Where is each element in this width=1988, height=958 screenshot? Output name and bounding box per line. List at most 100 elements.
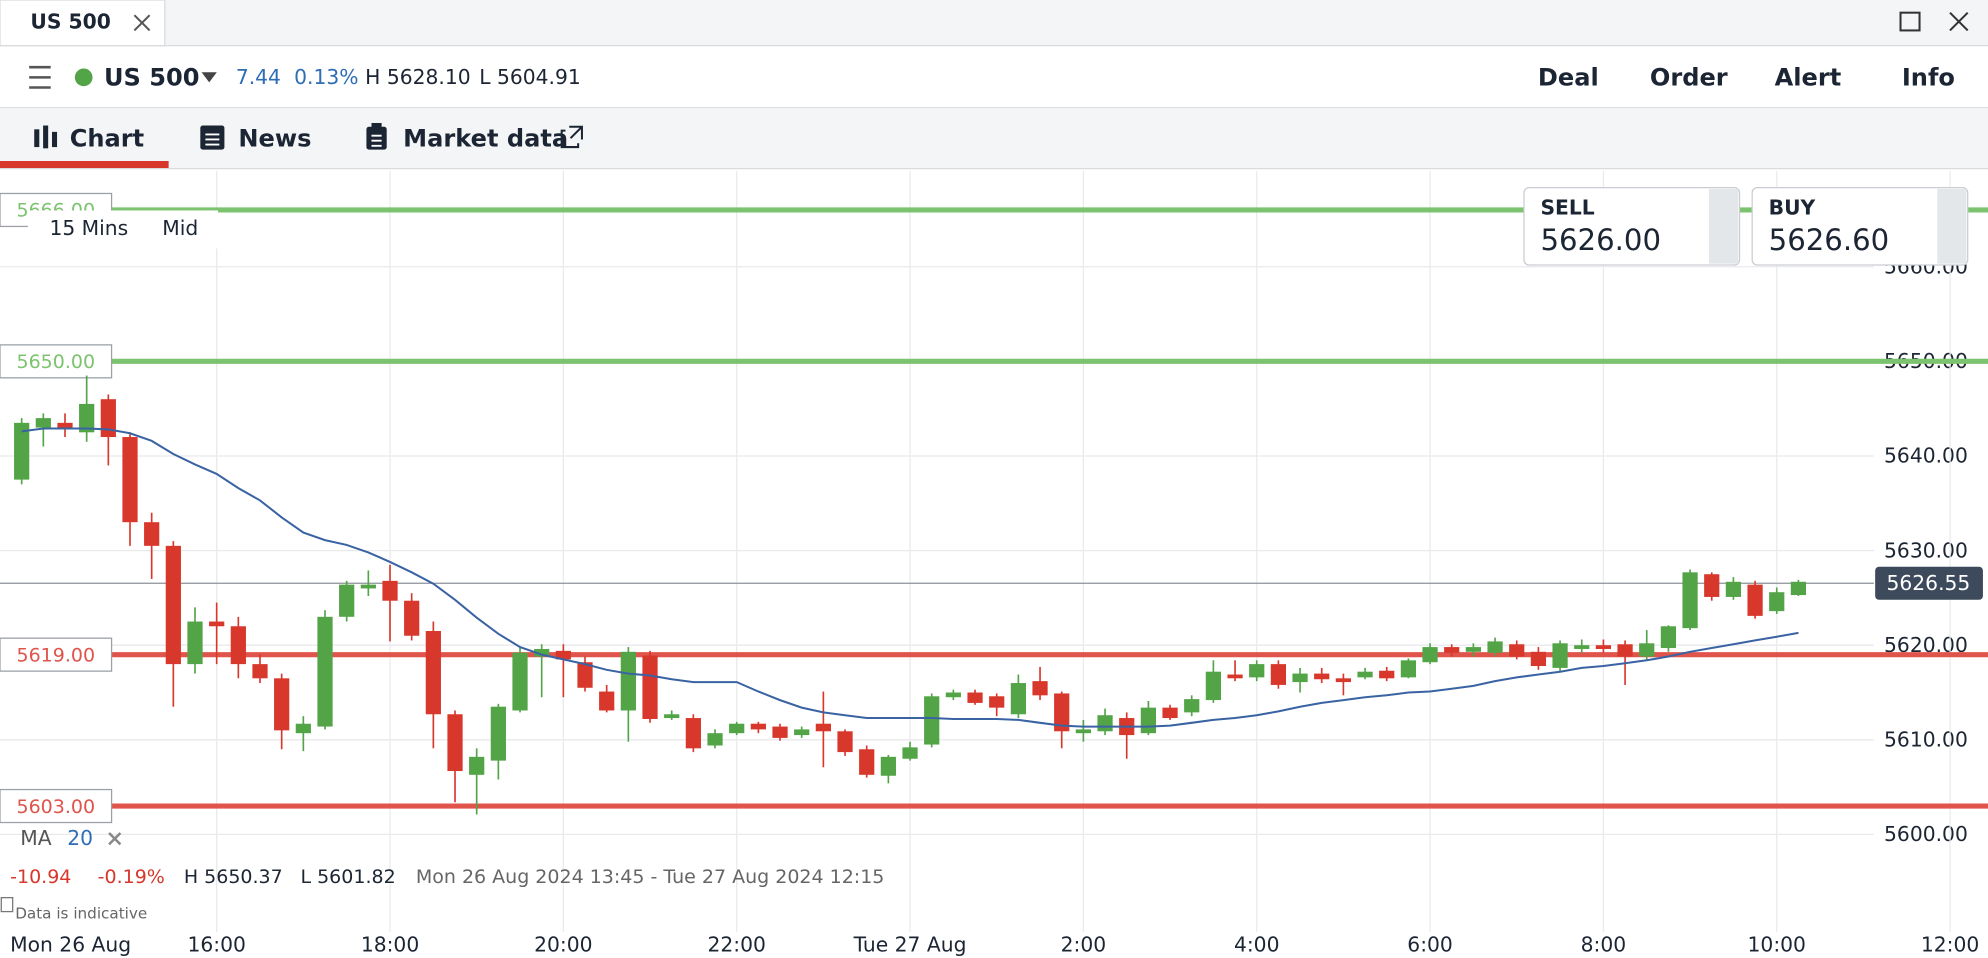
chart-icon: [34, 125, 58, 149]
price-type[interactable]: Mid: [162, 216, 198, 240]
candle-body: [577, 662, 593, 688]
instrument-dropdown[interactable]: [201, 72, 217, 83]
candle-body: [425, 630, 441, 715]
candle-body: [1704, 574, 1720, 597]
x-tick-label: 4:00: [1234, 932, 1280, 956]
menu-icon[interactable]: [29, 65, 51, 89]
candle-body: [1769, 592, 1785, 612]
candle-body: [1335, 678, 1351, 683]
current-price-tag: [1875, 566, 1983, 600]
x-tick-label: 22:00: [707, 932, 765, 956]
action-button[interactable]: Order: [1650, 64, 1728, 92]
close-window-icon[interactable]: [1949, 11, 1969, 32]
maximize-icon[interactable]: [1899, 11, 1921, 32]
candle-body: [620, 651, 636, 711]
candle-body: [967, 692, 983, 703]
tab-chart[interactable]: Chart: [70, 124, 144, 152]
action-button[interactable]: Alert: [1775, 64, 1842, 92]
candle-body: [317, 616, 333, 727]
close-tab-icon[interactable]: [133, 14, 151, 32]
action-button[interactable]: Info: [1902, 64, 1955, 92]
summary-low: L 5601.82: [300, 866, 395, 888]
candle-body: [1595, 645, 1612, 649]
instrument-change: 7.44: [236, 65, 281, 89]
tab-market-data[interactable]: Market data: [403, 124, 568, 152]
candle-body: [1465, 647, 1482, 652]
window-tab[interactable]: [0, 0, 166, 47]
candle-body: [1075, 729, 1091, 734]
buy-box[interactable]: [1751, 187, 1969, 266]
candle-body: [924, 696, 940, 745]
candle-body: [1682, 572, 1698, 629]
summary-change-pct: -0.19%: [98, 866, 165, 888]
candle-body: [35, 418, 51, 428]
candle-body: [642, 655, 658, 719]
candle-body: [1032, 681, 1048, 696]
price-level-label: 5650.00: [16, 351, 95, 373]
candle-body: [1227, 674, 1243, 679]
indicator-name: MA: [20, 826, 51, 850]
candle-body: [1790, 581, 1807, 596]
candle-body: [707, 733, 723, 746]
candle-body: [1054, 693, 1070, 732]
disclaimer: Data is indicative: [15, 905, 147, 923]
price-level-label: 5619.00: [16, 644, 95, 666]
candle-body: [295, 723, 311, 734]
candle-body: [274, 678, 290, 731]
indicator-period[interactable]: 20: [67, 826, 93, 850]
candle-body: [794, 729, 810, 736]
candle-body: [339, 584, 355, 617]
chart: 5600.005610.005620.005630.005640.005650.…: [0, 171, 1988, 956]
candle-body: [945, 692, 961, 698]
price-level-tag[interactable]: [0, 637, 113, 672]
instrument-low: L 5604.91: [479, 65, 581, 89]
tab-news[interactable]: News: [238, 124, 311, 152]
x-tick-label: 16:00: [187, 932, 245, 956]
window-tab-title: US 500: [30, 9, 110, 33]
candle-body: [750, 723, 766, 730]
candle-body: [1379, 670, 1395, 679]
instrument-name[interactable]: US 500: [104, 64, 200, 92]
price-level-tag[interactable]: [0, 344, 113, 379]
remove-indicator-icon[interactable]: [108, 832, 122, 846]
summary-range: Mon 26 Aug 2024 13:45 - Tue 27 Aug 2024 …: [416, 866, 885, 888]
candle-body: [1357, 671, 1373, 678]
candle-body: [57, 422, 73, 428]
candle-body: [230, 626, 246, 665]
candle-body: [360, 584, 376, 589]
external-link-icon[interactable]: [560, 125, 583, 149]
candle-body: [79, 403, 95, 433]
candle-body: [772, 726, 788, 738]
summary-change: -10.94: [10, 866, 71, 888]
candle-body: [469, 756, 485, 775]
candle-body: [209, 621, 225, 627]
candle-body: [1097, 715, 1113, 732]
interval[interactable]: 15 Mins: [49, 216, 128, 240]
price-level-tag[interactable]: [0, 788, 113, 824]
current-price-label: 5626.55: [1887, 571, 1971, 595]
candle-body: [404, 600, 420, 636]
buy-label: BUY: [1769, 196, 1816, 220]
instrument-high: H 5628.10: [365, 65, 470, 89]
moving-average-line: [21, 427, 1799, 728]
price-level-label: 5603.00: [16, 796, 95, 818]
candle-body: [664, 714, 680, 719]
action-button[interactable]: Deal: [1538, 64, 1599, 92]
candle-body: [1162, 707, 1178, 719]
summary-high: H 5650.37: [184, 866, 283, 888]
news-icon: [200, 125, 225, 150]
candle-body: [14, 422, 30, 480]
candle-body: [815, 723, 831, 732]
candle-body: [1747, 584, 1763, 616]
x-tick-label: Tue 27 Aug: [853, 932, 967, 956]
candle-body: [729, 723, 745, 734]
sell-box[interactable]: [1523, 187, 1741, 266]
active-tab-indicator: [0, 161, 169, 169]
candle-body: [1725, 581, 1742, 597]
chart-settings[interactable]: [27, 210, 219, 249]
candle-body: [1660, 626, 1677, 649]
candle-body: [1552, 643, 1568, 668]
candle-body: [447, 714, 463, 772]
candle-body: [1422, 647, 1438, 663]
